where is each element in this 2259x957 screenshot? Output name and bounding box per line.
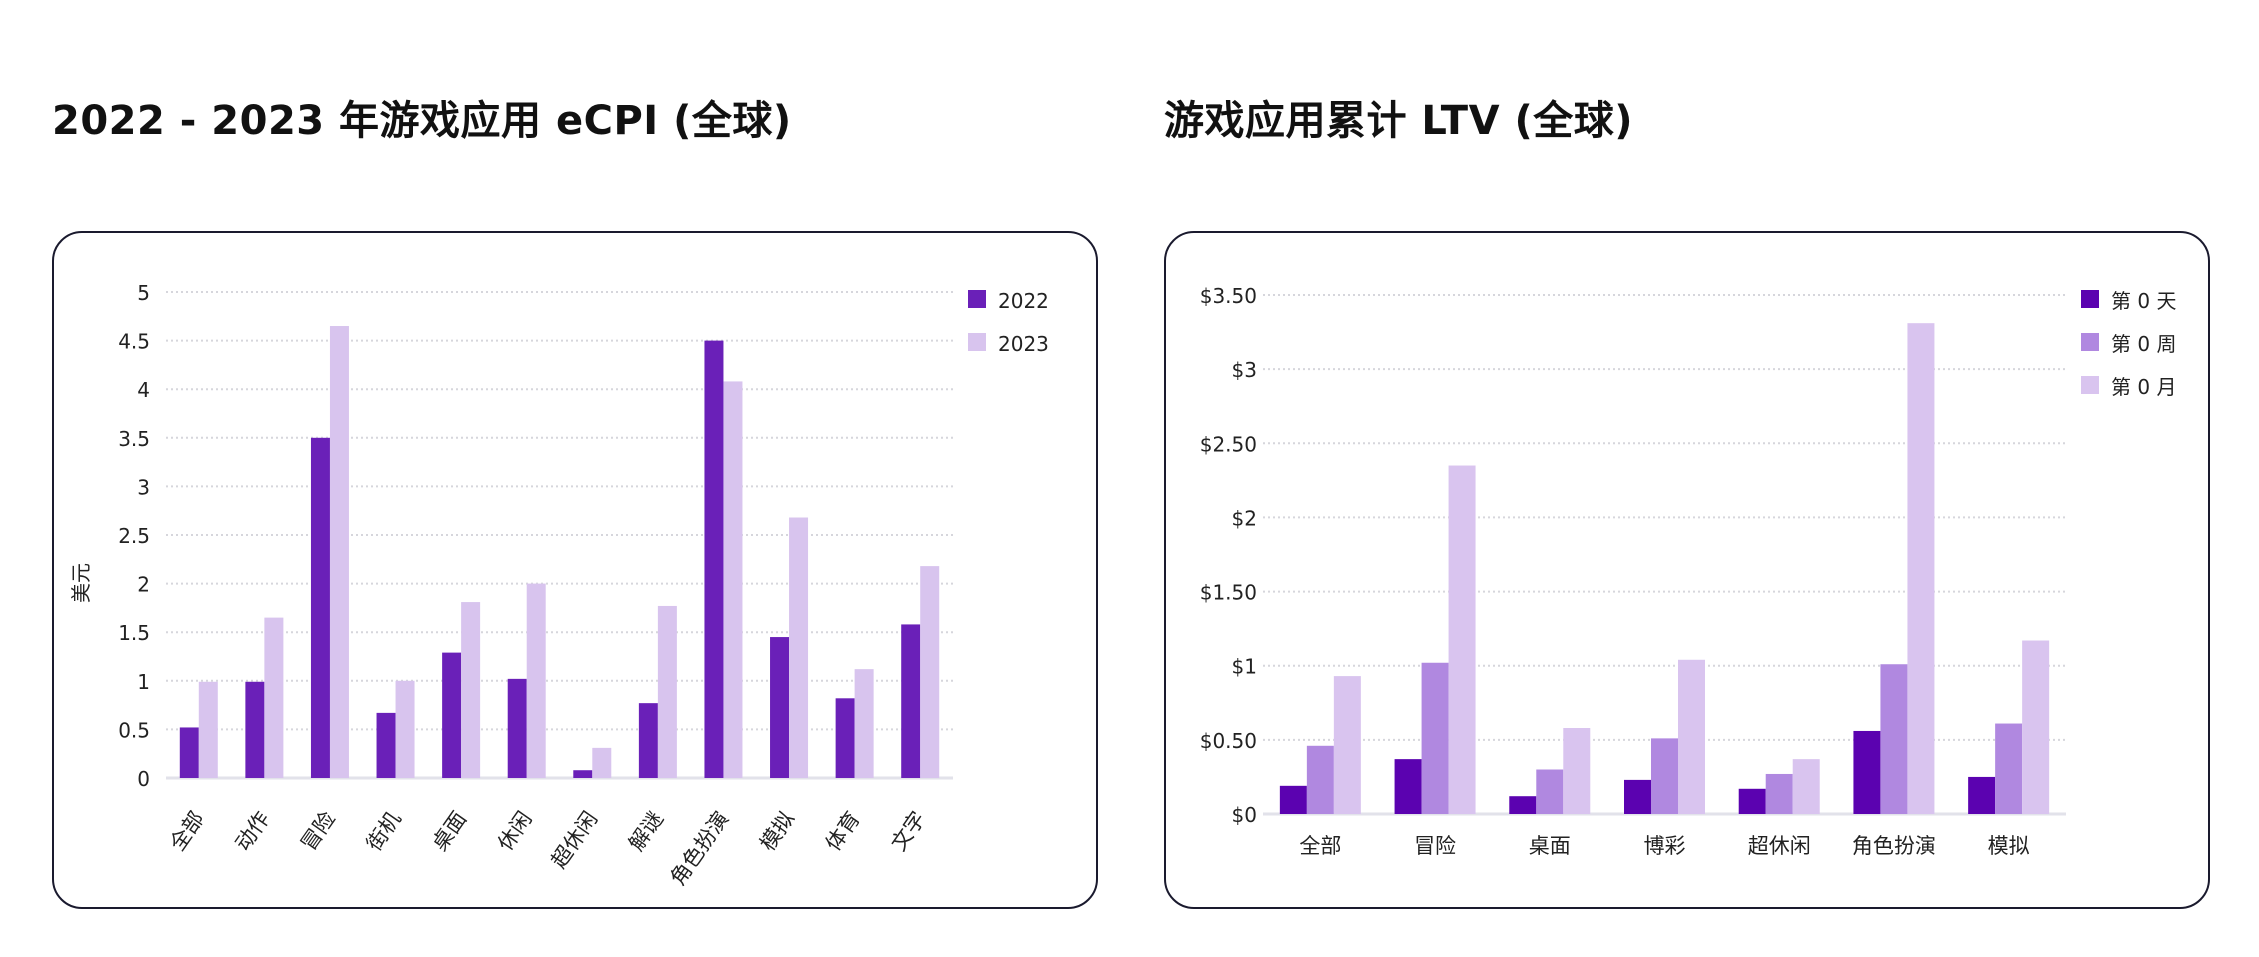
x-tick-label: 模拟 (755, 807, 799, 855)
x-tick-label: 体育 (821, 807, 865, 855)
y-tick-label: 1.5 (118, 621, 150, 645)
legend-label: 第 0 月 (2111, 375, 2176, 399)
x-tick-label: 街机 (362, 807, 406, 855)
y-axis-label: 美元 (69, 563, 93, 603)
bar-第0天-3 (1624, 779, 1651, 814)
bar-第0月-1 (1448, 465, 1476, 814)
bar-第0周-5 (1880, 664, 1908, 814)
bar-第0天-6 (1968, 776, 1996, 814)
y-tick-label: $1.50 (1200, 581, 1257, 605)
bar-2022-6 (573, 770, 593, 778)
x-tick-label: 全部 (1299, 834, 1341, 858)
y-tick-label: 3.5 (118, 427, 150, 451)
legend-swatch (968, 290, 986, 308)
y-tick-label: 2 (137, 573, 150, 597)
bar-2023-2 (329, 326, 349, 778)
legend-swatch (2081, 290, 2099, 308)
bar-2023-9 (789, 517, 809, 778)
legend-label: 2022 (998, 289, 1049, 313)
bar-2022-9 (770, 637, 790, 778)
x-tick-label: 解谜 (624, 807, 668, 855)
bar-2022-2 (310, 437, 330, 778)
bar-第0天-4 (1738, 788, 1766, 814)
bar-第0月-0 (1333, 676, 1361, 814)
x-tick-label: 超休闲 (1748, 834, 1811, 858)
legend-label: 第 0 周 (2111, 332, 2176, 356)
x-tick-label: 冒险 (296, 807, 340, 855)
bar-2022-11 (901, 624, 921, 778)
ltv-chart-title: 游戏应用累计 LTV (全球) (1164, 98, 1634, 144)
y-tick-label: $2.50 (1200, 432, 1257, 456)
legend-label: 2023 (998, 332, 1049, 356)
y-tick-label: $2 (1232, 506, 1257, 530)
bar-第0天-0 (1279, 785, 1307, 814)
bar-2023-6 (592, 747, 612, 778)
bar-第0天-5 (1853, 730, 1881, 814)
bar-2023-1 (264, 617, 284, 778)
legend-swatch (968, 333, 986, 351)
x-tick-label: 休闲 (493, 807, 537, 855)
y-tick-label: 5 (137, 281, 150, 305)
x-tick-label: 动作 (231, 807, 275, 855)
x-tick-label: 文字 (887, 807, 931, 855)
y-tick-label: 2.5 (118, 524, 150, 548)
legend-swatch (2081, 376, 2099, 394)
y-tick-label: 3 (137, 475, 150, 499)
bar-2023-4 (461, 602, 481, 778)
ecpi-chart-title: 2022 - 2023 年游戏应用 eCPI (全球) (52, 98, 792, 144)
bar-2022-1 (245, 681, 265, 778)
bar-2023-10 (854, 669, 874, 778)
bar-2022-5 (507, 678, 527, 778)
bar-第0周-2 (1536, 769, 1564, 814)
x-tick-label: 全部 (165, 807, 209, 855)
bar-第0月-3 (1678, 659, 1705, 814)
bar-第0周-0 (1306, 745, 1334, 814)
ecpi-chart-card (52, 231, 1098, 909)
bar-2022-0 (179, 727, 199, 778)
bar-第0月-6 (2022, 640, 2050, 814)
x-tick-label: 冒险 (1414, 834, 1456, 858)
bar-2023-0 (198, 681, 218, 778)
legend-swatch (2081, 333, 2099, 351)
y-tick-label: $0.50 (1200, 729, 1257, 753)
x-tick-label: 桌面 (1529, 834, 1571, 858)
x-tick-label: 博彩 (1644, 834, 1686, 858)
bar-第0月-2 (1563, 727, 1591, 814)
y-tick-label: 0 (137, 767, 150, 791)
y-tick-label: $3.50 (1200, 284, 1257, 308)
bar-第0周-3 (1651, 738, 1678, 814)
bar-2022-10 (835, 698, 855, 778)
legend-label: 第 0 天 (2111, 289, 2176, 313)
y-tick-label: $3 (1232, 358, 1257, 382)
ltv-chart-card (1164, 231, 2210, 909)
x-tick-label: 桌面 (427, 807, 471, 855)
bar-第0天-2 (1509, 796, 1537, 814)
bar-第0周-1 (1421, 662, 1449, 814)
y-tick-label: 4 (137, 378, 150, 402)
bar-第0周-4 (1765, 773, 1793, 814)
y-tick-label: 4.5 (118, 330, 150, 354)
bar-2023-8 (723, 381, 743, 778)
bar-2023-3 (395, 680, 415, 778)
bar-2022-8 (704, 340, 724, 778)
y-tick-label: $1 (1232, 655, 1257, 679)
y-tick-label: 0.5 (118, 718, 150, 742)
y-tick-label: $0 (1232, 803, 1257, 827)
bar-第0天-1 (1394, 759, 1422, 814)
bar-2023-5 (526, 583, 546, 778)
bar-2022-3 (376, 712, 396, 778)
bar-第0月-4 (1792, 759, 1820, 814)
x-tick-label: 角色扮演 (1852, 834, 1936, 858)
bar-2023-7 (657, 605, 677, 778)
bar-2023-11 (920, 566, 940, 778)
bar-第0月-5 (1907, 323, 1935, 814)
y-tick-label: 1 (137, 670, 150, 694)
x-tick-label: 超休闲 (547, 807, 603, 872)
x-tick-label: 模拟 (1988, 834, 2030, 858)
bar-第0周-6 (1995, 723, 2023, 814)
bar-2022-7 (638, 703, 658, 778)
bar-2022-4 (442, 652, 462, 778)
x-tick-label: 角色扮演 (666, 807, 734, 890)
